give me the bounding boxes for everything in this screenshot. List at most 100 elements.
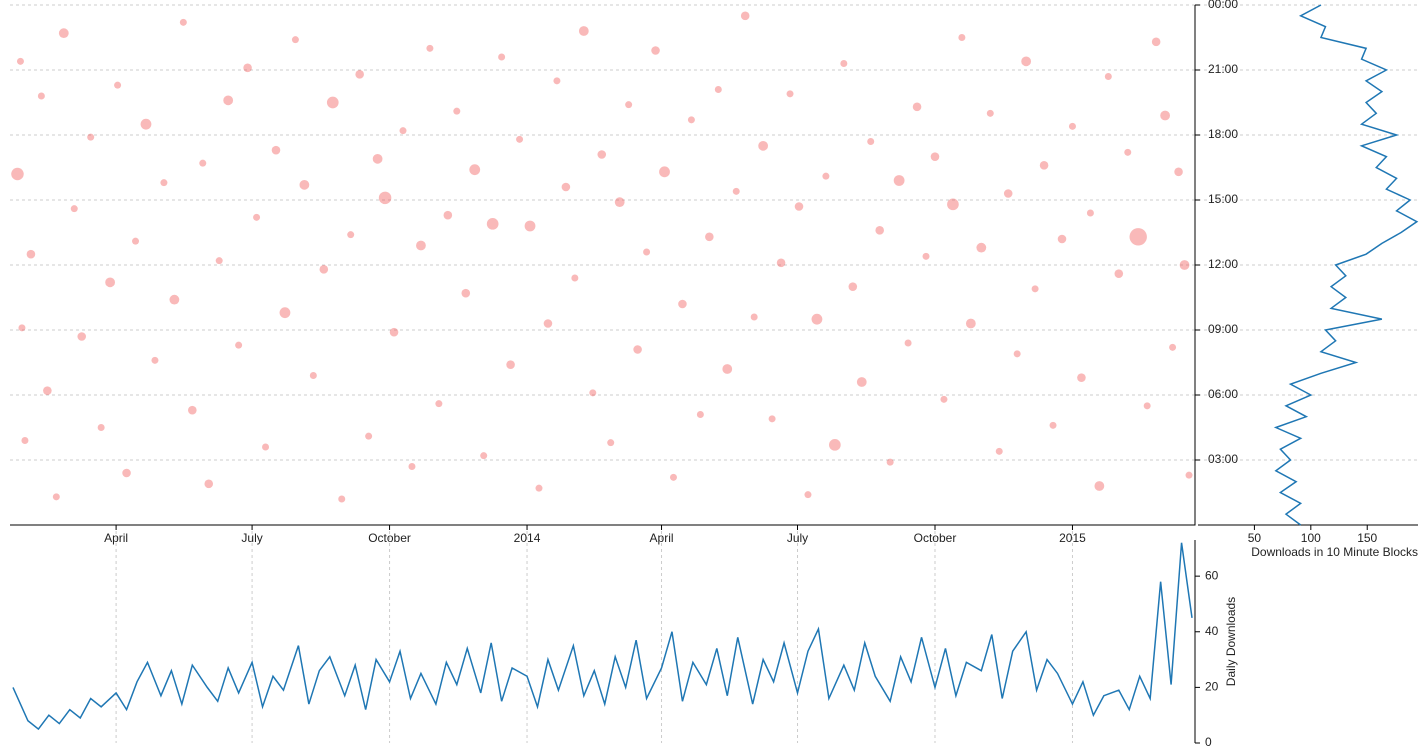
point: [18, 324, 26, 332]
point: [543, 319, 553, 328]
x-axis-title: Downloads in 10 Minute Blocks: [1251, 545, 1418, 559]
point: [426, 44, 434, 52]
x-tick-label: October: [368, 531, 411, 545]
point: [1185, 471, 1193, 479]
point: [633, 345, 642, 354]
point: [940, 395, 948, 403]
point: [140, 118, 152, 130]
point: [597, 150, 607, 159]
point: [811, 313, 823, 325]
x-tick-label: July: [241, 531, 262, 545]
point: [97, 424, 105, 431]
point: [1124, 148, 1132, 156]
point: [722, 364, 733, 374]
point: [338, 495, 346, 503]
point: [524, 220, 536, 232]
point: [768, 415, 776, 423]
point: [235, 341, 243, 349]
point: [498, 53, 506, 61]
point: [299, 179, 310, 190]
point: [589, 389, 597, 397]
point: [1169, 343, 1177, 351]
line: [12, 542, 1193, 731]
point: [399, 127, 407, 135]
point: [758, 140, 769, 151]
y-tick-label: 21:00: [1208, 62, 1238, 76]
point: [875, 226, 884, 235]
point: [1151, 37, 1161, 47]
point: [160, 179, 168, 187]
point: [169, 294, 180, 305]
line: [1273, 4, 1419, 526]
point: [1094, 481, 1105, 491]
point: [516, 135, 524, 143]
point: [1013, 350, 1021, 358]
point: [822, 172, 830, 180]
point: [1077, 373, 1086, 382]
x-tick-label: 150: [1357, 531, 1377, 545]
y-tick-label: 06:00: [1208, 387, 1238, 401]
point: [347, 231, 355, 239]
point: [188, 405, 197, 415]
point: [416, 240, 426, 251]
y-tick-label: 09:00: [1208, 322, 1238, 336]
point: [976, 242, 987, 253]
point: [958, 34, 966, 41]
y-tick-label: 20: [1205, 680, 1219, 694]
point: [965, 318, 976, 329]
point: [1160, 110, 1171, 121]
point: [122, 468, 131, 478]
point: [77, 332, 87, 341]
point: [11, 167, 24, 181]
y-tick-label: 60: [1205, 568, 1219, 582]
point: [886, 458, 894, 466]
point: [37, 92, 45, 100]
point: [571, 274, 579, 282]
point: [750, 313, 758, 321]
point: [372, 153, 383, 164]
point: [291, 36, 299, 44]
point: [1129, 228, 1147, 246]
point: [535, 484, 543, 492]
y-tick-label: 0: [1205, 735, 1212, 749]
points: [11, 11, 1193, 503]
point: [687, 116, 695, 124]
point: [614, 197, 625, 208]
point: [389, 327, 399, 337]
point: [986, 109, 994, 117]
point: [1086, 209, 1094, 217]
point: [867, 138, 875, 145]
point: [1104, 73, 1112, 80]
point: [840, 60, 848, 67]
point: [696, 411, 704, 418]
point: [794, 202, 804, 211]
point: [1114, 269, 1124, 278]
point: [678, 299, 687, 309]
point: [930, 152, 940, 161]
point: [453, 107, 461, 115]
point: [904, 339, 912, 347]
point: [114, 81, 122, 89]
point: [732, 187, 740, 195]
point: [319, 265, 329, 274]
point: [21, 437, 29, 444]
point: [199, 159, 207, 167]
point: [705, 232, 714, 242]
point: [607, 439, 615, 447]
point: [912, 102, 922, 112]
point: [893, 175, 905, 186]
x-tick-label: 50: [1248, 531, 1262, 545]
point: [1031, 285, 1039, 293]
point: [408, 463, 416, 470]
x-tick-label: April: [104, 531, 128, 545]
point: [52, 493, 60, 501]
point: [1049, 421, 1057, 429]
point: [365, 432, 373, 440]
point: [480, 452, 488, 460]
point: [204, 479, 214, 489]
point: [43, 386, 52, 395]
y-tick-label: 03:00: [1208, 452, 1238, 466]
point: [253, 213, 261, 221]
point: [309, 372, 317, 379]
x-tick-label: 2015: [1059, 531, 1086, 545]
